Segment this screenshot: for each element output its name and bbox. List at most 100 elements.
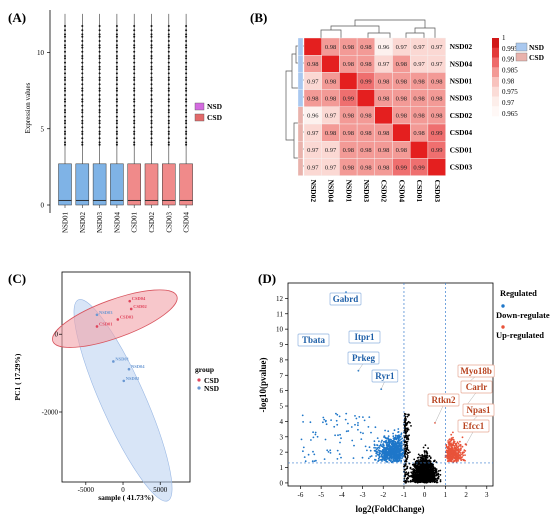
volcano-point [389,454,392,456]
volcano-point [406,455,409,457]
boxplot-outlier [133,104,136,107]
volcano-point [330,419,332,421]
volcano-point [430,477,433,480]
boxplot-outlier [81,119,84,122]
boxplot-outlier [98,40,101,42]
boxplot-outlier [64,83,66,86]
volcano-point [405,434,408,437]
volcano-point [412,479,415,482]
volcano-point [360,438,363,440]
legend-swatch-csd [194,113,205,122]
volcano-point [337,434,339,437]
boxplot-outlier [81,76,84,79]
boxplot-outlier [133,143,136,146]
boxplot-box-rect [127,163,141,206]
boxplot-outlier [64,137,66,140]
volcano-point [404,423,407,425]
volcano-x-tick-label: -3 [360,491,366,499]
volcano-point [374,458,376,461]
boxplot-outlier [81,79,84,81]
heatmap-row-label: NSD03 [450,94,473,103]
boxplot-outlier [64,98,66,101]
volcano-point [376,437,379,439]
boxplot-outlier [98,109,101,111]
volcano-point [420,469,423,472]
volcano-point [392,435,395,438]
heatmap-colorbar: 1 0.995 0.99 0.985 0.98 0.975 0.97 0.965 [492,34,518,118]
volcano-point [312,450,314,453]
volcano-point [339,433,341,436]
boxplot-outlier [167,137,170,140]
heatmap-cell-label: 0.98 [325,96,336,103]
volcano-point [429,463,432,466]
boxplot-outlier [115,79,118,81]
boxplot-outlier [115,133,118,135]
volcano-point [357,424,359,427]
volcano-point [450,446,453,448]
volcano-point [404,481,407,484]
boxplot-outlier [115,143,118,146]
volcano-point [433,479,436,482]
volcano-point [380,441,383,443]
pca-point-label: CSD01 [99,321,113,326]
volcano-point [458,457,460,459]
boxplot-outlier [150,65,153,68]
panel-label-d: (D) [258,271,276,286]
heatmap-cell-label: 0.98 [378,147,389,154]
volcano-point [376,447,379,450]
volcano-point [385,458,388,461]
boxplot-outlier [150,87,153,90]
colorbar-tick-label: 1 [502,34,506,42]
heatmap-cell [392,123,411,142]
boxplot-outlier [64,143,66,146]
boxplot-outlier [81,133,84,135]
boxplot-outlier [81,137,84,140]
boxplot-outlier [115,115,118,118]
heatmap-group-cell [297,106,304,125]
boxplot-outlier [185,119,188,122]
volcano-y-tick-label: 9 [280,341,284,349]
volcano-point [446,457,449,460]
boxplot-outlier [64,57,66,60]
pca-point-label: NSD01 [115,356,129,361]
boxplot-outlier [150,104,153,107]
panel-label-b: (B) [250,10,267,25]
volcano-point [454,442,457,445]
volcano-point [387,430,390,433]
volcano-point [406,415,409,418]
pca-point [122,379,126,383]
volcano-point [401,453,404,456]
volcano-point [378,440,380,443]
volcano-point [393,449,396,452]
volcano-point [453,444,456,447]
boxplot-outlier [115,141,118,144]
boxplot-outlier [64,104,66,107]
volcano-point [421,467,424,470]
volcano-point [423,450,426,452]
boxplot-outlier [167,50,170,53]
boxplot-x-label: CSD01 [131,212,139,233]
volcano-point [404,421,406,423]
volcano-point [425,455,427,458]
boxplot-outlier [115,35,118,38]
boxplot-outlier [81,115,84,118]
volcano-point [433,477,435,480]
heatmap-cell-label: 0.97 [307,78,319,85]
volcano-point [390,457,392,460]
boxplot-outlier [167,83,170,86]
pca-y-tick-label: -2000 [42,409,59,417]
heatmap-row-label: CSD02 [450,111,473,120]
boxplot-outlier [150,94,153,96]
volcano-point [304,460,307,463]
volcano-point [446,450,449,453]
boxplot-outlier [98,141,101,144]
volcano-point [434,472,437,474]
volcano-point [300,438,303,441]
heatmap-row-labels: NSD02 NSD04 NSD01 NSD03 CSD02 CSD04 CSD01 CSD03 [450,42,473,171]
volcano-point [312,436,315,439]
boxplot-outlier [185,57,188,60]
volcano-point [379,452,382,455]
heatmap-group-cell [297,89,304,107]
boxplot-outlier [167,109,170,111]
volcano-y-tick-label: 3 [280,433,284,441]
